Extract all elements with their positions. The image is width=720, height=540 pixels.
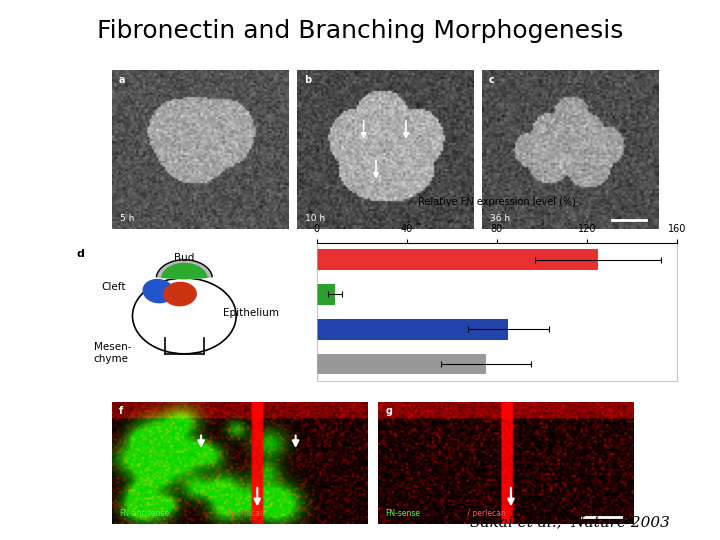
Text: 5 h: 5 h [120,214,135,223]
Text: g: g [386,406,392,416]
Text: Epithelium: Epithelium [223,308,279,318]
Wedge shape [156,260,212,279]
Text: Mesen-
chyme: Mesen- chyme [94,342,131,364]
Text: Cleft: Cleft [102,282,126,292]
Text: Sakai et al.,  Nature 2003: Sakai et al., Nature 2003 [469,515,670,529]
Text: c: c [489,75,495,85]
Text: 10 h: 10 h [305,214,325,223]
Text: FN-sense: FN-sense [386,509,420,518]
Ellipse shape [143,280,174,303]
Text: FN-antisense: FN-antisense [120,509,169,518]
Text: d: d [76,249,84,259]
Text: f: f [120,406,124,416]
Wedge shape [162,264,207,279]
Bar [317,249,598,270]
Text: Fibronectin and Branching Morphogenesis: Fibronectin and Branching Morphogenesis [96,19,624,43]
Bar [317,284,335,305]
Text: a: a [119,75,125,85]
Ellipse shape [163,282,197,306]
Text: / perlecan: / perlecan [224,509,265,518]
Text: / perlecan: / perlecan [465,509,505,518]
Text: Bud: Bud [174,253,194,263]
Text: b: b [304,75,311,85]
Text: 36 h: 36 h [490,214,510,223]
Title: Relative FN expression level (%): Relative FN expression level (%) [418,197,576,206]
Bar [317,354,485,374]
Bar [317,319,508,340]
